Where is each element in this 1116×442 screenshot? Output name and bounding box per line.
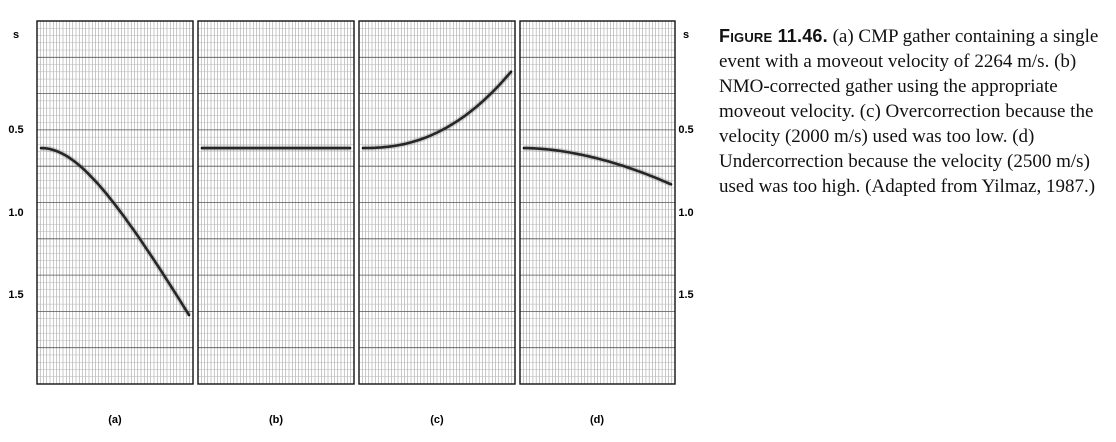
panel-b xyxy=(198,21,354,384)
panel-frame-d xyxy=(519,20,676,385)
caption-figure-number: 11.46. xyxy=(777,26,828,46)
panel-grids xyxy=(37,21,675,384)
caption-figure-word: Figure xyxy=(719,26,773,46)
figure-caption: Figure 11.46. (a) CMP gather containing … xyxy=(719,24,1111,199)
event-wavelet-c xyxy=(362,70,514,151)
event-a xyxy=(39,146,191,317)
event-wavelet-d xyxy=(524,145,673,187)
panel-frame-b xyxy=(197,20,355,385)
y-tick-left-2: 1.0 xyxy=(8,207,23,219)
event-wavelet-a xyxy=(40,145,192,317)
panel-c xyxy=(359,21,515,384)
event-d xyxy=(522,146,673,186)
caption-heading: Figure 11.46. xyxy=(719,26,828,46)
caption-text: (a) CMP gather containing a single event… xyxy=(719,26,1099,197)
panel-frame-a xyxy=(36,20,194,385)
panel-d xyxy=(520,21,675,384)
panel-label-c: (c) xyxy=(430,414,444,426)
y-unit-right: s xyxy=(683,29,689,41)
y-tick-left-1: 0.5 xyxy=(8,124,23,136)
panel-label-b: (b) xyxy=(269,414,283,426)
y-tick-right-1: 0.5 xyxy=(678,124,693,136)
event-c xyxy=(361,70,513,150)
panel-frame-c xyxy=(358,20,516,385)
panel-events xyxy=(39,70,673,317)
seismic-figure: s s 0.5 1.0 1.5 0.5 1.0 1.5 (a) (b) (c) … xyxy=(8,20,694,426)
y-unit-left: s xyxy=(13,29,19,41)
panel-a xyxy=(37,21,193,384)
y-tick-left-3: 1.5 xyxy=(8,289,23,301)
y-tick-right-2: 1.0 xyxy=(678,207,693,219)
panel-frames xyxy=(36,20,676,385)
y-tick-right-3: 1.5 xyxy=(678,289,693,301)
panel-label-d: (d) xyxy=(590,414,604,426)
panel-label-a: (a) xyxy=(108,414,122,426)
